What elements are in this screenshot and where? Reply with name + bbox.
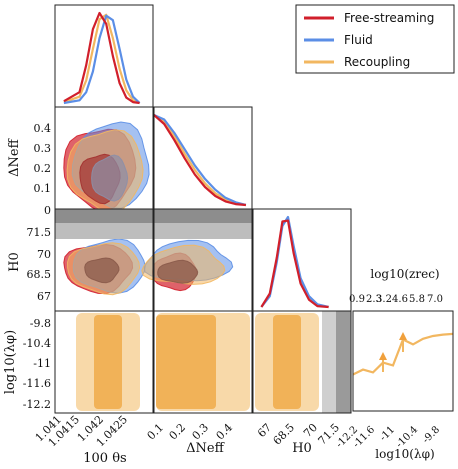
- inset-xtick: -9.8: [421, 424, 442, 445]
- legend-label: Recoupling: [344, 55, 410, 69]
- panel-dneff-loglam: [153, 310, 253, 414]
- xtick-dneff: 0.2: [167, 421, 189, 443]
- contour-dneff-h0-inner: [157, 259, 199, 284]
- ytick-dneff-zero: 0: [44, 204, 51, 217]
- inset-xtick: -11: [378, 424, 397, 443]
- ylabel-h0: H0: [7, 252, 22, 272]
- ytick-loglam: -11.6: [23, 377, 51, 390]
- inset-xlabel: log10(λφ): [375, 447, 434, 461]
- xlabel-h0: H0: [292, 441, 312, 456]
- ytick-loglam: -10.4: [23, 337, 51, 350]
- ytick-h0: 68.5: [27, 268, 52, 281]
- top-axis-tick: 4.6: [392, 294, 408, 305]
- contour-theta-h0-inner: [84, 257, 120, 284]
- ytick-dneff: 0.4: [34, 122, 52, 135]
- panel-dneff-marginal: [153, 106, 253, 210]
- contour-theta-dneff-fluid-inner: [91, 154, 129, 202]
- top-axis-tick: 7.0: [427, 294, 443, 305]
- ytick-dneff: 0.2: [34, 162, 52, 175]
- legend-label: Free-streaming: [344, 11, 434, 25]
- marginal-dneff-fluid: [153, 113, 247, 207]
- h0-shade-dark: [336, 311, 351, 413]
- top-axis-tick: 3.2: [376, 294, 392, 305]
- marginal-dneff-recoupling: [153, 114, 247, 207]
- ytick-loglam: -11: [33, 357, 51, 370]
- marginal-theta-free-streaming: [63, 11, 140, 105]
- panel-inset: [352, 310, 454, 412]
- h0-band-dark-col1: [154, 209, 252, 223]
- xtick-dneff: 0.3: [190, 421, 212, 443]
- ytick-h0: 67: [37, 290, 51, 303]
- marginal-h0-free-streaming: [260, 219, 329, 309]
- legend-label: Fluid: [344, 33, 373, 47]
- ytick-loglam: -9.8: [30, 317, 51, 330]
- xtick-dneff: 0.1: [145, 421, 167, 443]
- xtick-dneff: 0.4: [214, 421, 236, 443]
- xlabel-dneff: ΔNeff: [186, 441, 225, 456]
- ytick-loglam: -12.2: [23, 398, 51, 411]
- ytick-h0: 70: [37, 248, 51, 261]
- band-inner-col1: [156, 315, 216, 409]
- top-axis-label: log10(zrec): [370, 267, 439, 281]
- h0-shade-light: [322, 311, 336, 413]
- h0-band-dark-col0: [55, 209, 153, 223]
- xlabel-theta: 100 θs: [83, 451, 126, 466]
- ylabel-loglam: log10(λφ): [3, 330, 18, 394]
- marginal-theta-fluid: [63, 14, 141, 105]
- panel-theta-loglam: [54, 310, 154, 414]
- ytick-dneff: 0.1: [34, 182, 52, 195]
- inset-arrowhead: [399, 332, 407, 340]
- band-inner-col0: [94, 315, 122, 409]
- ytick-dneff: 0.3: [34, 142, 52, 155]
- top-axis-tick: 5.8: [409, 294, 425, 305]
- band-inner-col2: [273, 315, 301, 409]
- top-axis-tick: 2.3: [366, 294, 382, 305]
- ytick-h0: 71.5: [27, 226, 52, 239]
- inset-arrowhead: [379, 352, 387, 360]
- legend: Free-streaming Fluid Recoupling: [295, 4, 455, 74]
- h0-band-light-col0: [55, 223, 153, 239]
- top-axis-tick: 0.9: [349, 294, 365, 305]
- h0-band-light-col1: [154, 223, 252, 239]
- panel-h0-loglam: [252, 310, 352, 414]
- ylabel-dneff: ΔNeff: [7, 137, 22, 176]
- marginal-dneff-free-streaming: [153, 114, 246, 207]
